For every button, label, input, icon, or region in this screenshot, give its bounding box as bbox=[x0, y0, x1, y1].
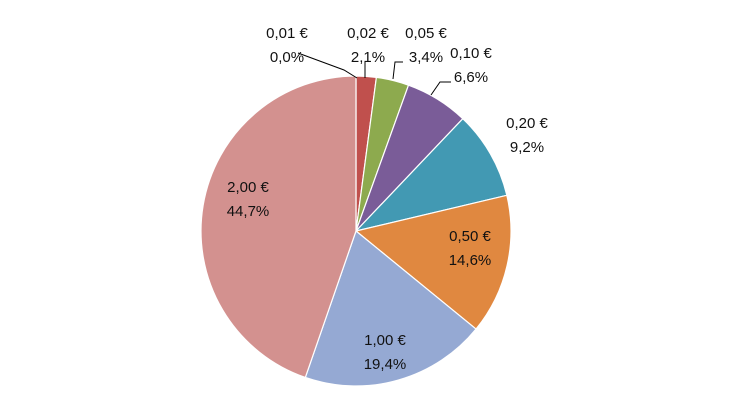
slice-label-percent: 44,7% bbox=[227, 203, 270, 220]
slice-label-percent: 14,6% bbox=[449, 252, 492, 269]
slice-label-name: 1,00 € bbox=[364, 332, 406, 349]
slice-label-100: 1,00 € 19,4% bbox=[364, 332, 407, 373]
slice-label-005: 0,05 € 3,4% bbox=[405, 25, 447, 66]
slice-label-percent: 6,6% bbox=[454, 69, 488, 86]
slice-label-050: 0,50 € 14,6% bbox=[449, 228, 492, 269]
slice-label-percent: 0,0% bbox=[270, 49, 304, 66]
pie-slice-050 bbox=[354, 194, 512, 330]
pie-slice-100 bbox=[304, 229, 477, 387]
slice-label-name: 0,10 € bbox=[450, 45, 492, 62]
slice-label-percent: 19,4% bbox=[364, 356, 407, 373]
slice-label-percent: 9,2% bbox=[510, 139, 544, 156]
pie-slice-200 bbox=[200, 75, 357, 379]
leader-line-005 bbox=[392, 61, 403, 80]
slice-label-010: 0,10 € 6,6% bbox=[450, 45, 492, 86]
slice-label-name: 0,50 € bbox=[449, 228, 491, 245]
slice-label-name: 2,00 € bbox=[227, 179, 269, 196]
slice-label-name: 0,01 € bbox=[266, 25, 308, 42]
slice-label-002: 0,02 € 2,1% bbox=[347, 25, 389, 66]
leader-line-001 bbox=[297, 52, 358, 79]
slice-label-name: 0,05 € bbox=[405, 25, 447, 42]
slice-label-020: 0,20 € 9,2% bbox=[506, 115, 548, 156]
leader-lines bbox=[297, 52, 451, 96]
slice-label-001: 0,01 € 0,0% bbox=[266, 25, 308, 66]
slice-labels: 0,01 € 0,0% 0,02 € 2,1% 0,05 € 3,4% 0,10 € 6,6%… bbox=[227, 25, 549, 373]
slice-label-name: 0,20 € bbox=[506, 115, 548, 132]
pie-slices bbox=[200, 75, 512, 387]
slice-label-percent: 2,1% bbox=[351, 49, 385, 66]
slice-label-name: 0,02 € bbox=[347, 25, 389, 42]
pie-slice-020 bbox=[354, 117, 508, 233]
slice-label-200: 2,00 € 44,7% bbox=[227, 179, 270, 220]
leader-line-010 bbox=[430, 81, 451, 96]
slice-label-percent: 3,4% bbox=[409, 49, 443, 66]
